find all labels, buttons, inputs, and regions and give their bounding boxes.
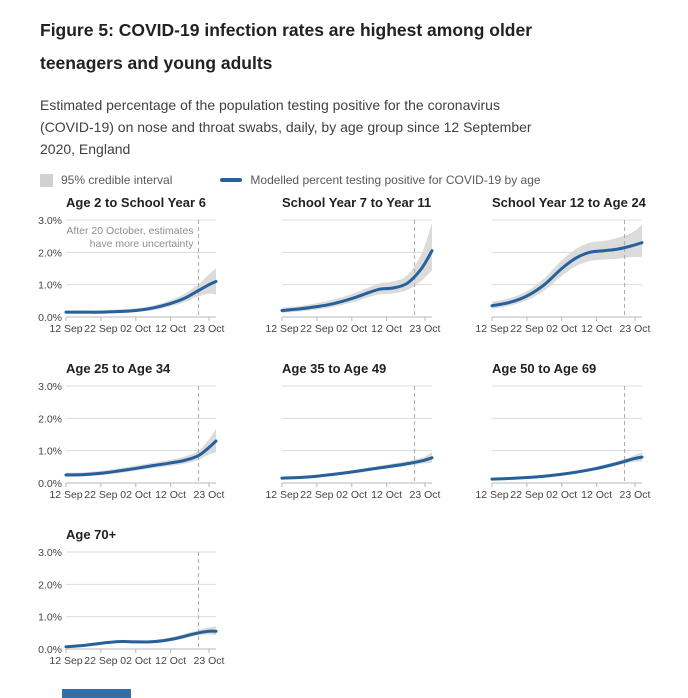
svg-text:12 Sep: 12 Sep bbox=[265, 489, 298, 501]
credible-interval-swatch-icon bbox=[40, 173, 53, 187]
svg-text:22 Sep: 22 Sep bbox=[510, 323, 543, 335]
svg-text:02 Oct: 02 Oct bbox=[120, 655, 151, 667]
svg-text:12 Sep: 12 Sep bbox=[475, 323, 508, 335]
panel-school-year-12-to-age-24: School Year 12 to Age 24 12 Sep 22 Sep 02 … bbox=[475, 195, 688, 337]
svg-text:12 Sep: 12 Sep bbox=[49, 655, 82, 667]
figure-subtitle-line3: 2020, England bbox=[40, 141, 131, 157]
svg-text:1.0%: 1.0% bbox=[38, 612, 62, 624]
svg-text:02 Oct: 02 Oct bbox=[336, 323, 367, 335]
svg-text:23 Oct: 23 Oct bbox=[194, 655, 225, 667]
svg-text:22 Sep: 22 Sep bbox=[84, 323, 117, 335]
svg-text:12 Sep: 12 Sep bbox=[49, 323, 82, 335]
credible-interval-label: 95% credible interval bbox=[61, 173, 173, 187]
svg-text:22 Sep: 22 Sep bbox=[300, 489, 333, 501]
svg-text:0.0%: 0.0% bbox=[38, 312, 62, 324]
chart-legend: 95% credible interval Modelled percent t… bbox=[40, 173, 664, 187]
svg-text:2.0%: 2.0% bbox=[38, 247, 62, 259]
svg-text:23 Oct: 23 Oct bbox=[620, 489, 651, 501]
panel-plot: 12 Sep 22 Sep 02 Oct 12 Oct 23 Oct bbox=[265, 219, 441, 335]
svg-text:23 Oct: 23 Oct bbox=[620, 323, 651, 335]
figure-title-line2: teenagers and young adults bbox=[40, 53, 273, 73]
svg-text:02 Oct: 02 Oct bbox=[336, 489, 367, 501]
modelled-line-label: Modelled percent testing positive for CO… bbox=[250, 173, 541, 187]
svg-text:3.0%: 3.0% bbox=[38, 215, 62, 227]
svg-text:23 Oct: 23 Oct bbox=[410, 323, 441, 335]
figure-container: Figure 5: COVID-19 infection rates are h… bbox=[38, 14, 664, 669]
svg-text:2.0%: 2.0% bbox=[38, 413, 62, 425]
panel-plot: 0.0% 1.0% 2.0% 3.0% 12 Sep 22 Sep 02 Oct 12 Oct… bbox=[38, 381, 225, 501]
svg-text:23 Oct: 23 Oct bbox=[410, 489, 441, 501]
svg-text:12 Oct: 12 Oct bbox=[155, 323, 186, 335]
svg-text:3.0%: 3.0% bbox=[38, 547, 62, 559]
svg-text:have more uncertainty: have more uncertainty bbox=[90, 238, 195, 250]
svg-text:22 Sep: 22 Sep bbox=[300, 323, 333, 335]
panel-age-2-to-school-year-6: Age 2 to School Year 6 0.0% 1.0% 2.0% 3.0% 1… bbox=[38, 195, 280, 337]
panel-title: Age 2 to School Year 6 bbox=[66, 195, 206, 210]
svg-text:02 Oct: 02 Oct bbox=[120, 489, 151, 501]
svg-text:02 Oct: 02 Oct bbox=[546, 323, 577, 335]
svg-text:12 Oct: 12 Oct bbox=[155, 655, 186, 667]
svg-text:12 Sep: 12 Sep bbox=[475, 489, 508, 501]
legend-item-modelled-line: Modelled percent testing positive for CO… bbox=[220, 173, 541, 187]
panel-plot: 0.0% 1.0% 2.0% 3.0% 12 Sep 22 Sep 02 Oct 12 Oct… bbox=[38, 215, 225, 335]
svg-text:1.0%: 1.0% bbox=[38, 446, 62, 458]
figure-title-line1: Figure 5: COVID-19 infection rates are h… bbox=[40, 20, 533, 40]
svg-text:1.0%: 1.0% bbox=[38, 280, 62, 292]
panel-age-70-plus: Age 70+ 0.0% 1.0% 2.0% 3.0% 12 Sep 22 Sep 02 O… bbox=[38, 527, 280, 669]
svg-text:02 Oct: 02 Oct bbox=[546, 489, 577, 501]
cropped-bottom-element bbox=[62, 689, 131, 698]
panel-title: Age 50 to Age 69 bbox=[492, 361, 597, 376]
svg-text:12 Oct: 12 Oct bbox=[155, 489, 186, 501]
svg-text:02 Oct: 02 Oct bbox=[120, 323, 151, 335]
svg-text:12 Oct: 12 Oct bbox=[371, 323, 402, 335]
panel-school-year-7-to-11: School Year 7 to Year 11 12 Sep 22 Sep 02 … bbox=[265, 195, 490, 337]
svg-text:2.0%: 2.0% bbox=[38, 579, 62, 591]
svg-text:0.0%: 0.0% bbox=[38, 478, 62, 490]
panel-title: Age 35 to Age 49 bbox=[282, 361, 387, 376]
modelled-line-swatch-icon bbox=[220, 178, 243, 182]
panel-plot: 12 Sep 22 Sep 02 Oct 12 Oct 23 Oct bbox=[265, 385, 441, 501]
panel-title: School Year 12 to Age 24 bbox=[492, 195, 646, 210]
svg-text:12 Oct: 12 Oct bbox=[581, 489, 612, 501]
figure-subtitle: Estimated percentage of the population t… bbox=[40, 94, 664, 160]
svg-text:12 Sep: 12 Sep bbox=[49, 489, 82, 501]
panel-plot: 0.0% 1.0% 2.0% 3.0% 12 Sep 22 Sep 02 Oct 12 Oct… bbox=[38, 547, 225, 667]
svg-text:22 Sep: 22 Sep bbox=[510, 489, 543, 501]
panel-title: Age 25 to Age 34 bbox=[66, 361, 171, 376]
small-multiples-grid: Age 2 to School Year 6 0.0% 1.0% 2.0% 3.0% 1… bbox=[38, 195, 664, 669]
svg-text:12 Oct: 12 Oct bbox=[371, 489, 402, 501]
svg-text:3.0%: 3.0% bbox=[38, 381, 62, 393]
panel-age-35-to-49: Age 35 to Age 49 12 Sep 22 Sep 02 Oct 12 Oc… bbox=[265, 361, 490, 503]
panel-title: Age 70+ bbox=[66, 527, 117, 542]
svg-text:12 Oct: 12 Oct bbox=[581, 323, 612, 335]
svg-text:12 Sep: 12 Sep bbox=[265, 323, 298, 335]
svg-text:22 Sep: 22 Sep bbox=[84, 655, 117, 667]
panel-age-25-to-34: Age 25 to Age 34 0.0% 1.0% 2.0% 3.0% 12 Sep 2… bbox=[38, 361, 280, 503]
svg-text:After 20 October, estimates: After 20 October, estimates bbox=[66, 225, 193, 237]
panel-plot: 12 Sep 22 Sep 02 Oct 12 Oct 23 Oct bbox=[475, 219, 651, 335]
legend-item-credible-interval: 95% credible interval bbox=[40, 173, 172, 187]
svg-text:23 Oct: 23 Oct bbox=[194, 489, 225, 501]
figure-subtitle-line2: (COVID-19) on nose and throat swabs, dai… bbox=[40, 119, 532, 135]
panel-plot: 12 Sep 22 Sep 02 Oct 12 Oct 23 Oct bbox=[475, 385, 651, 501]
panel-age-50-to-69: Age 50 to Age 69 12 Sep 22 Sep 02 Oct 12 Oc… bbox=[475, 361, 688, 503]
figure-subtitle-line1: Estimated percentage of the population t… bbox=[40, 97, 500, 113]
svg-text:23 Oct: 23 Oct bbox=[194, 323, 225, 335]
panel-title: School Year 7 to Year 11 bbox=[282, 195, 432, 210]
figure-title: Figure 5: COVID-19 infection rates are h… bbox=[40, 14, 664, 80]
svg-text:22 Sep: 22 Sep bbox=[84, 489, 117, 501]
svg-text:0.0%: 0.0% bbox=[38, 644, 62, 656]
